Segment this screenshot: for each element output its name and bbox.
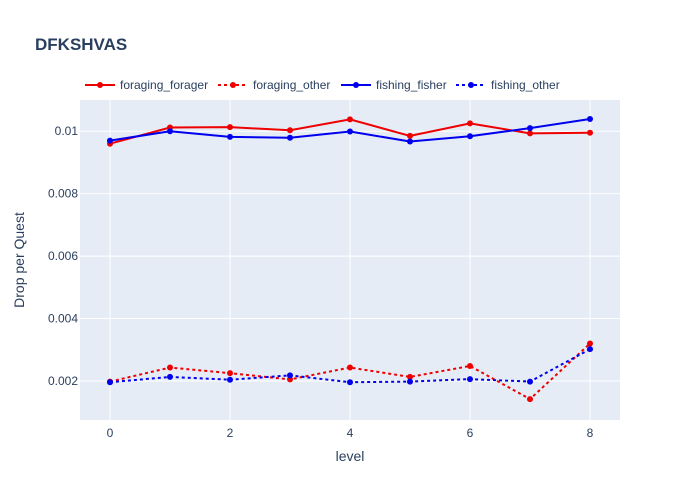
x-axis-ticks: 0 2 4 6 8 [107, 426, 594, 440]
data-point[interactable] [107, 137, 113, 144]
x-tick-label: 2 [227, 426, 234, 440]
series-fishing_fisher[interactable] [107, 116, 593, 145]
x-tick-label: 6 [467, 426, 474, 440]
y-tick-label: 0.008 [48, 187, 78, 201]
legend[interactable]: foraging_forager foraging_other fishing_fi… [85, 78, 560, 92]
legend-item-fishing_other[interactable]: fishing_other [456, 78, 560, 92]
data-point[interactable] [407, 132, 413, 139]
legend-marker [353, 82, 359, 88]
data-point[interactable] [407, 378, 413, 385]
x-axis-label: level [336, 448, 365, 464]
data-point[interactable] [227, 133, 233, 140]
x-tick-label: 0 [107, 426, 114, 440]
data-point[interactable] [527, 130, 533, 137]
series-layer[interactable] [107, 116, 593, 403]
y-tick-label: 0.004 [48, 312, 78, 326]
legend-label: foraging_other [253, 78, 330, 92]
legend-marker [468, 82, 474, 88]
data-point[interactable] [167, 373, 173, 380]
data-point[interactable] [167, 364, 173, 371]
data-point[interactable] [527, 396, 533, 403]
data-point[interactable] [467, 362, 473, 369]
data-point[interactable] [587, 129, 593, 136]
data-point[interactable] [527, 378, 533, 385]
legend-label: fishing_fisher [376, 78, 447, 92]
x-tick-label: 8 [587, 426, 594, 440]
data-point[interactable] [467, 376, 473, 383]
data-point[interactable] [407, 138, 413, 145]
y-tick-label: 0.01 [55, 124, 79, 138]
data-point[interactable] [527, 125, 533, 132]
data-point[interactable] [407, 373, 413, 380]
y-tick-label: 0.006 [48, 249, 78, 263]
data-point[interactable] [227, 376, 233, 383]
y-axis-ticks: 0.002 0.004 0.006 0.008 0.01 [48, 124, 78, 388]
legend-label: foraging_forager [120, 78, 208, 92]
data-point[interactable] [287, 127, 293, 134]
data-point[interactable] [287, 372, 293, 379]
series-fishing_other[interactable] [107, 346, 593, 386]
data-point[interactable] [227, 124, 233, 131]
data-point[interactable] [467, 120, 473, 127]
data-point[interactable] [587, 340, 593, 347]
data-point[interactable] [467, 133, 473, 140]
data-point[interactable] [347, 364, 353, 371]
data-point[interactable] [107, 379, 113, 386]
chart-title: DFKSHVAS [35, 35, 127, 54]
legend-item-fishing_fisher[interactable]: fishing_fisher [341, 78, 447, 92]
x-tick-label: 4 [347, 426, 354, 440]
legend-item-foraging_forager[interactable]: foraging_forager [85, 78, 208, 92]
data-point[interactable] [287, 134, 293, 141]
data-point[interactable] [587, 346, 593, 353]
data-point[interactable] [347, 128, 353, 135]
data-point[interactable] [227, 370, 233, 377]
y-axis-label: Drop per Quest [11, 212, 27, 308]
data-point[interactable] [347, 116, 353, 123]
y-tick-label: 0.002 [48, 374, 78, 388]
legend-item-foraging_other[interactable]: foraging_other [218, 78, 330, 92]
legend-label: fishing_other [491, 78, 560, 92]
series-line [109, 342, 591, 401]
data-point[interactable] [587, 116, 593, 123]
legend-marker [97, 82, 103, 88]
data-point[interactable] [167, 128, 173, 135]
data-point[interactable] [347, 379, 353, 386]
legend-marker [230, 82, 236, 88]
